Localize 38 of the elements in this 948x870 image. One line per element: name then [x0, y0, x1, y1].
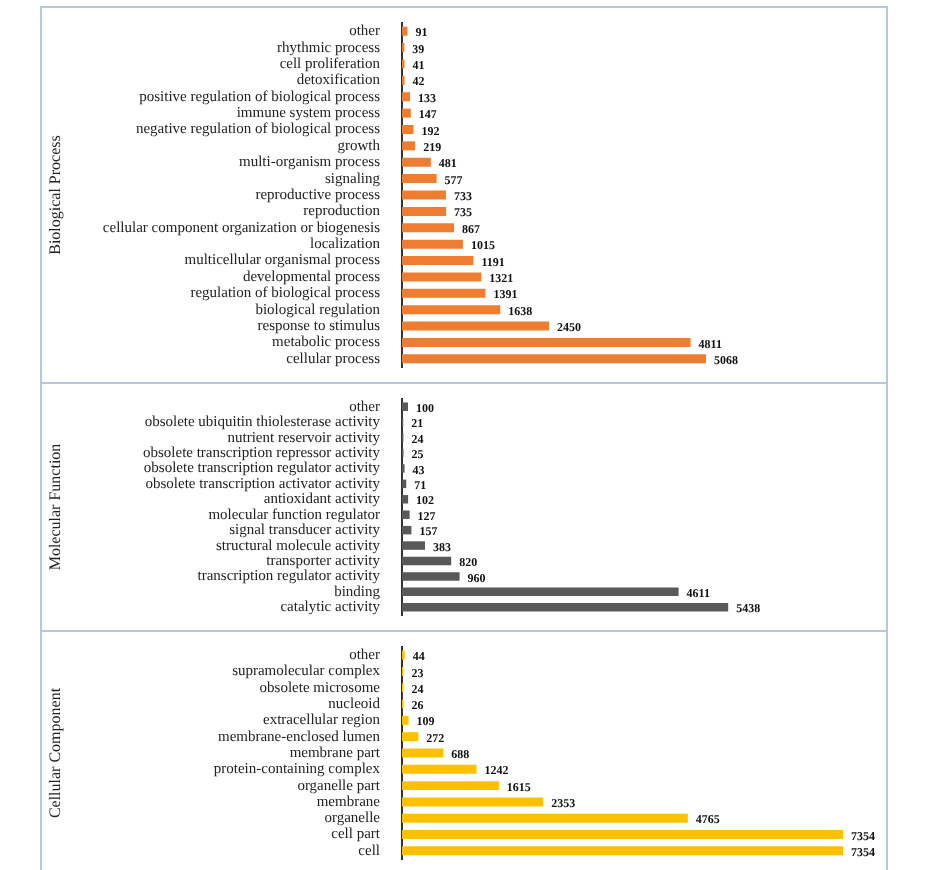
y-axis-title: Biological Process — [45, 135, 64, 255]
bar — [402, 108, 411, 118]
bar — [402, 206, 447, 216]
bar — [402, 556, 452, 566]
bar — [402, 141, 416, 151]
bar — [402, 256, 474, 266]
bar — [402, 525, 412, 535]
bar — [402, 495, 409, 504]
bar — [402, 223, 455, 233]
bar — [402, 288, 486, 298]
bar — [402, 830, 844, 840]
bar — [402, 157, 431, 167]
bar — [402, 239, 463, 249]
y-axis-title: Molecular Function — [45, 443, 64, 571]
bar — [402, 781, 499, 791]
bar — [402, 354, 706, 364]
bar — [402, 321, 549, 331]
bar — [402, 797, 544, 807]
bar — [402, 764, 477, 774]
bar — [402, 603, 729, 612]
bar — [402, 124, 414, 134]
bar — [402, 510, 410, 519]
bar — [402, 190, 446, 200]
y-axis-title: Cellular Component — [45, 686, 64, 819]
bar — [402, 272, 482, 282]
bar — [402, 92, 410, 102]
bar — [402, 587, 679, 597]
bar — [402, 813, 688, 823]
bar — [402, 846, 844, 856]
bar — [402, 572, 460, 581]
bar — [402, 715, 409, 725]
bar — [402, 541, 425, 550]
bar — [402, 337, 691, 347]
bar — [402, 174, 437, 184]
bar — [402, 26, 408, 36]
bar — [402, 305, 501, 315]
bar — [402, 402, 408, 411]
bar — [402, 732, 419, 742]
